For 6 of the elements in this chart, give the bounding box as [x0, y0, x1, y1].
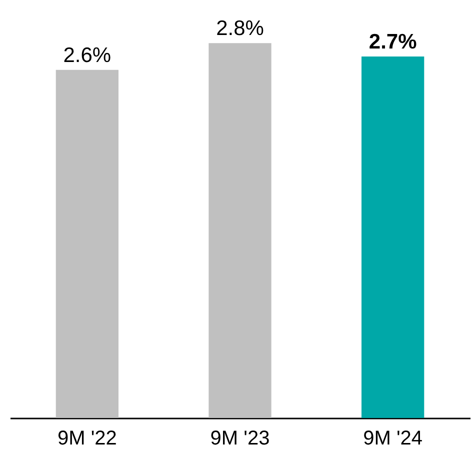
x-tick-label: 9M '22 [57, 428, 117, 450]
data-label: 2.7% [368, 30, 418, 54]
data-label: 2.8% [216, 17, 264, 40]
x-tick-label: 9M '23 [210, 428, 270, 450]
x-tick-label: 9M '24 [363, 428, 423, 450]
data-label: 2.6% [63, 44, 112, 67]
